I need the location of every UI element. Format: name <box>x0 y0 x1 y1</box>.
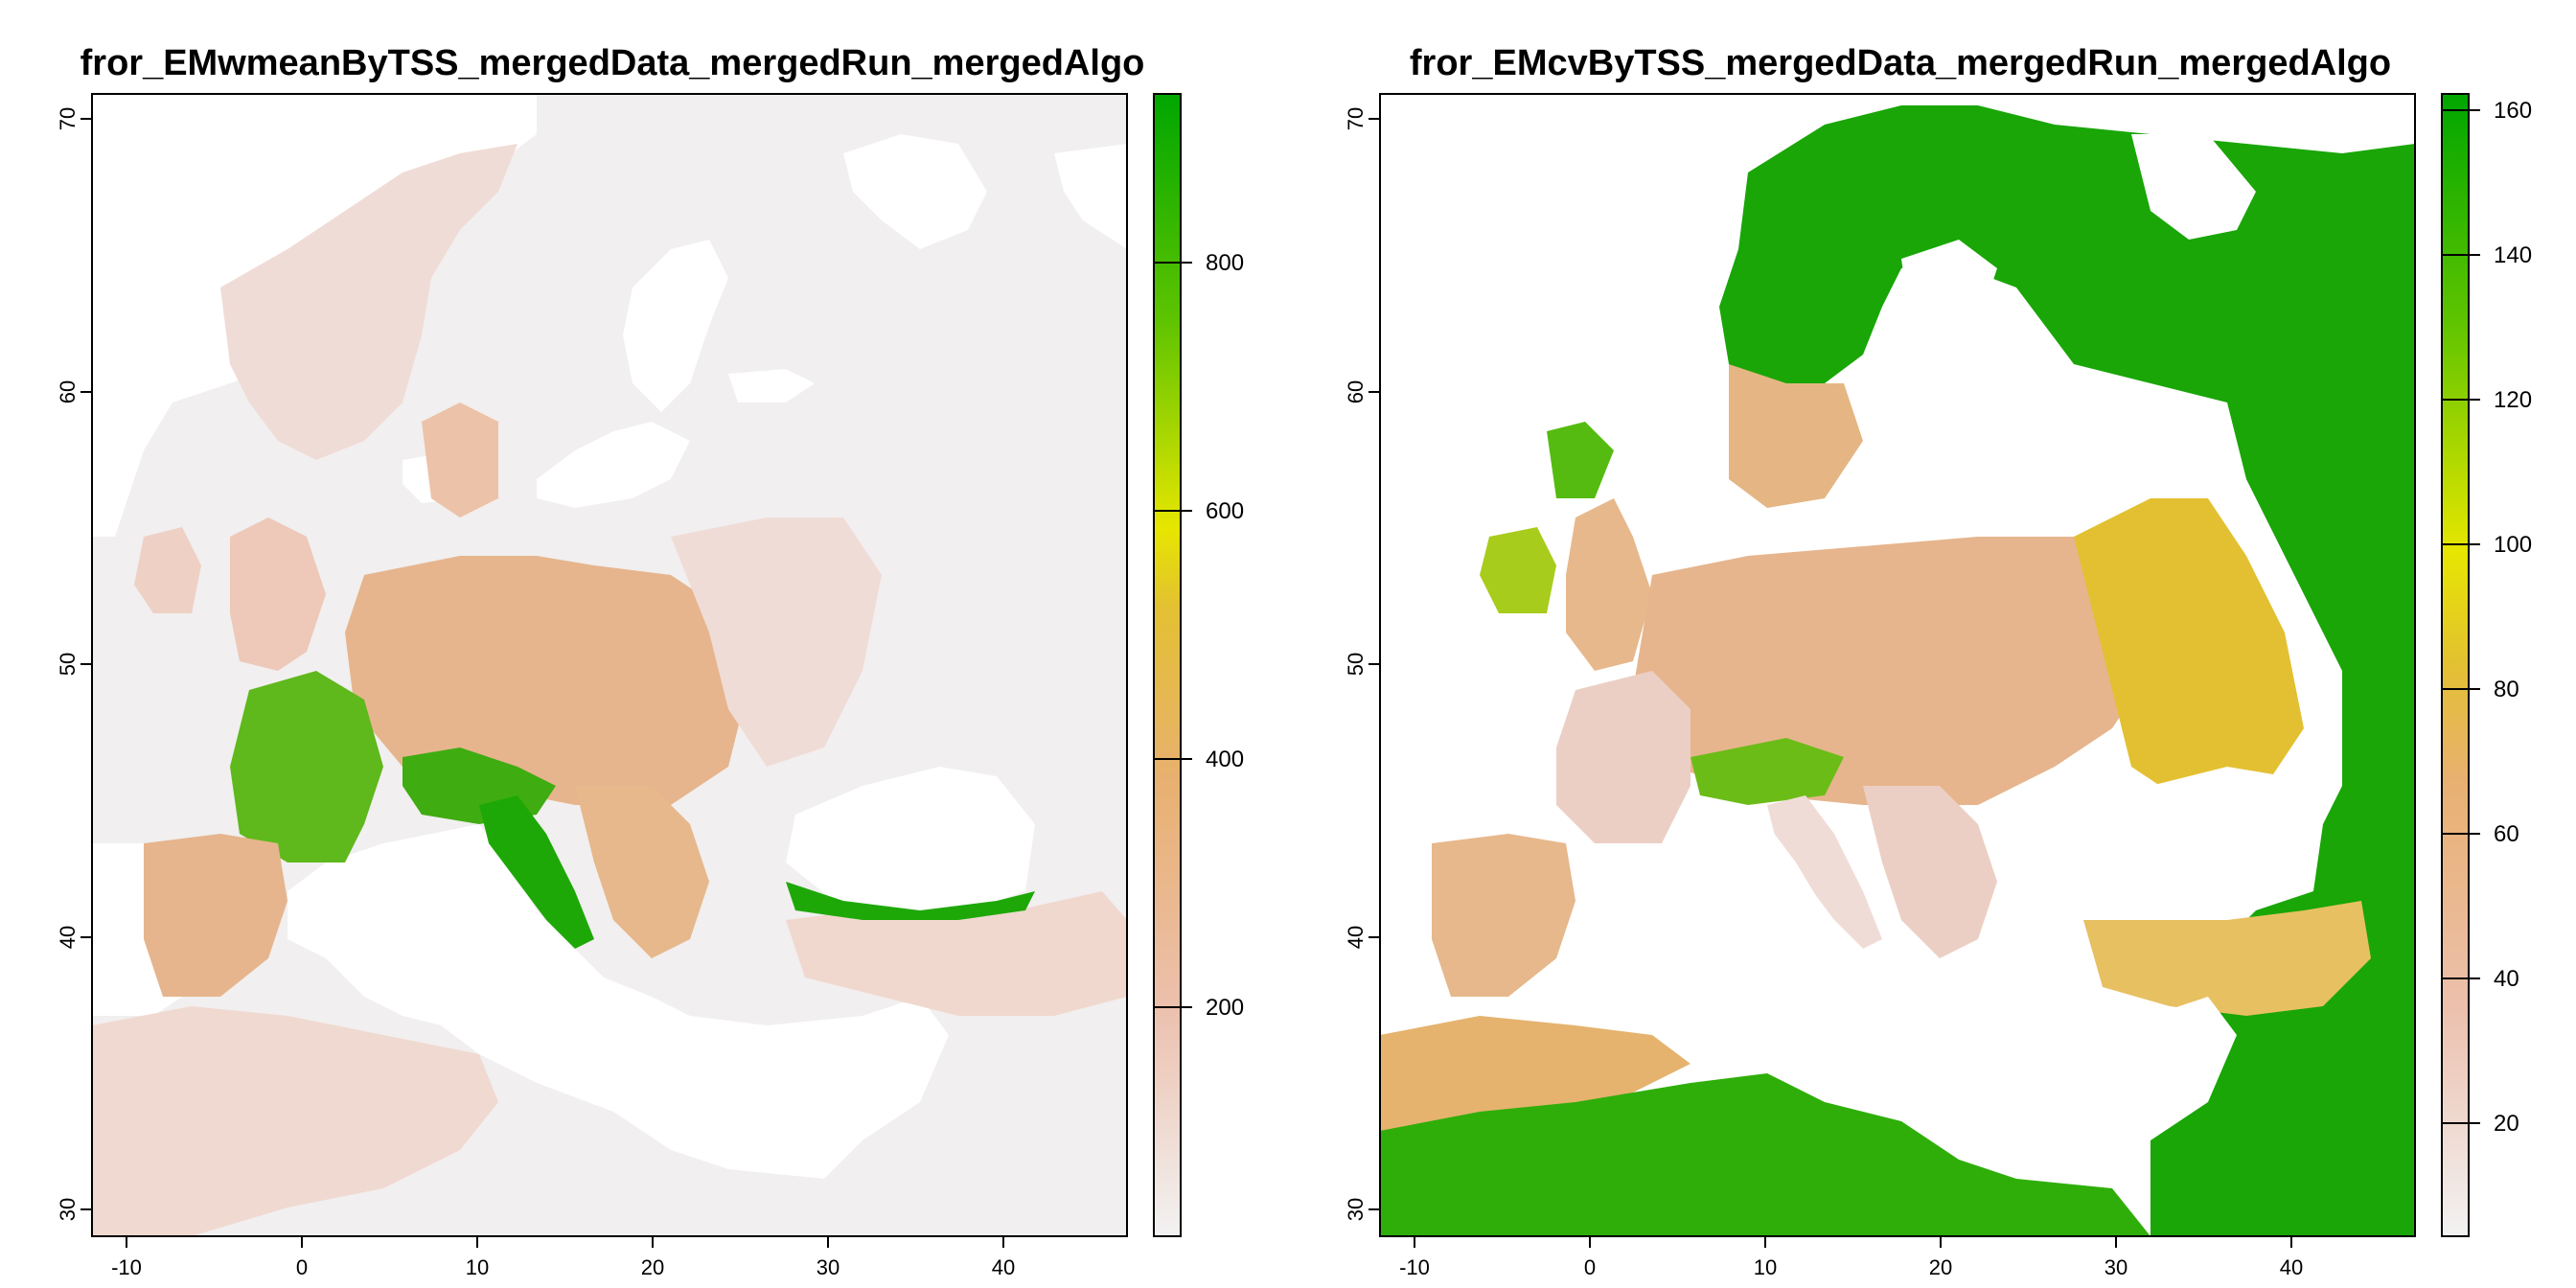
ireland <box>1480 527 1556 613</box>
colorbar-ticks <box>2442 109 2480 1124</box>
land-values <box>92 144 1127 1236</box>
left-panel-svg: fror_EMwmeanByTSS_mergedData_mergedRun_m… <box>56 43 1244 1279</box>
x-tick-label: -10 <box>111 1255 142 1279</box>
britain <box>1566 498 1652 671</box>
colorbar <box>1153 93 1182 1237</box>
x-tick-label: 20 <box>1929 1255 1952 1279</box>
colorbar-tick-label: 60 <box>2494 821 2519 847</box>
colorbar-tick-label: 600 <box>1206 498 1244 524</box>
scotland <box>1547 422 1614 498</box>
iberia <box>1432 834 1576 997</box>
france <box>230 671 383 862</box>
anatolia <box>2083 901 2371 1016</box>
y-tick-label: 70 <box>56 107 80 130</box>
x-tick-label: 30 <box>2104 1255 2128 1279</box>
ireland <box>134 527 201 613</box>
white-sea <box>2131 134 2256 240</box>
right-panel: fror_EMcvByTSS_mergedData_mergedRun_merg… <box>1288 0 2576 1288</box>
mediterranean-sea <box>288 824 949 1179</box>
southern-sweden <box>422 402 498 518</box>
anatolia <box>786 891 1127 1016</box>
north-africa <box>92 1006 498 1236</box>
britain <box>230 518 326 671</box>
mediterranean-sea <box>1576 824 2237 1179</box>
southern-scandinavia <box>1729 364 1863 508</box>
x-tick-label: 20 <box>641 1255 664 1279</box>
eastern-europe-mid <box>2074 498 2304 805</box>
y-tick-label: 50 <box>1344 653 1368 676</box>
y-tick-label: 60 <box>1344 380 1368 403</box>
x-axis <box>1414 1236 2292 1248</box>
colorbar-tick-label: 20 <box>2494 1111 2519 1137</box>
colorbar-tick-label: 200 <box>1206 995 1244 1021</box>
y-tick-label: 30 <box>56 1198 80 1221</box>
gulf-of-finland <box>728 369 815 402</box>
iberia <box>144 834 288 997</box>
eastern-europe <box>671 518 882 767</box>
colorbar-tick-label: 100 <box>2494 532 2532 558</box>
x-tick-label: 10 <box>1754 1255 1777 1279</box>
colorbar-tick-label: 80 <box>2494 677 2519 702</box>
colorbar-ticks <box>1154 262 1192 1008</box>
italy <box>1767 795 1882 949</box>
gulf-of-bothnia <box>623 240 728 412</box>
y-axis <box>80 118 92 1210</box>
colorbar-tick-label: 40 <box>2494 966 2519 992</box>
italy <box>479 795 594 949</box>
colorbar <box>2441 93 2470 1237</box>
x-axis <box>126 1236 1004 1248</box>
colorbar-tick-label: 120 <box>2494 387 2532 413</box>
black-sea-coast <box>786 882 1035 920</box>
gulf-of-bothnia <box>1901 240 1997 402</box>
x-tick-label: 30 <box>816 1255 840 1279</box>
colorbar-tick-label: 140 <box>2494 242 2532 268</box>
x-tick-label: 0 <box>296 1255 308 1279</box>
y-tick-label: 30 <box>1344 1198 1368 1221</box>
map-title: fror_EMcvByTSS_mergedData_mergedRun_merg… <box>1410 43 2391 83</box>
map-title: fror_EMwmeanByTSS_mergedData_mergedRun_m… <box>80 43 1145 83</box>
x-tick-label: 10 <box>466 1255 489 1279</box>
sahara <box>1380 1073 2150 1236</box>
y-axis <box>1368 118 1380 1210</box>
right-panel-svg: fror_EMcvByTSS_mergedData_mergedRun_merg… <box>1344 43 2532 1279</box>
y-tick-label: 40 <box>1344 926 1368 949</box>
central-europe <box>345 556 748 805</box>
barents-inlet <box>1054 144 1127 249</box>
y-tick-label: 70 <box>1344 107 1368 130</box>
left-panel: fror_EMwmeanByTSS_mergedData_mergedRun_m… <box>56 43 1244 1279</box>
alps <box>1690 738 1844 805</box>
y-tick-label: 60 <box>56 380 80 403</box>
white-sea <box>843 134 987 249</box>
black-sea <box>2074 767 2323 910</box>
x-tick-label: 0 <box>1584 1255 1596 1279</box>
scandinavia <box>220 144 518 460</box>
france <box>1556 671 1690 843</box>
land-values <box>1380 105 2415 1236</box>
colorbar-tick-label: 400 <box>1206 747 1244 772</box>
balkans <box>1863 786 1997 958</box>
y-tick-label: 50 <box>56 653 80 676</box>
black-sea <box>786 767 1035 910</box>
y-tick-label: 40 <box>56 926 80 949</box>
colorbar-tick-label: 160 <box>2494 98 2532 124</box>
central-europe <box>1633 537 2150 805</box>
balkans <box>575 786 709 958</box>
x-tick-label: -10 <box>1399 1255 1430 1279</box>
baltic-south <box>537 422 690 508</box>
colorbar-tick-label: 800 <box>1206 250 1244 276</box>
x-tick-label: 40 <box>2280 1255 2303 1279</box>
x-tick-label: 40 <box>992 1255 1015 1279</box>
